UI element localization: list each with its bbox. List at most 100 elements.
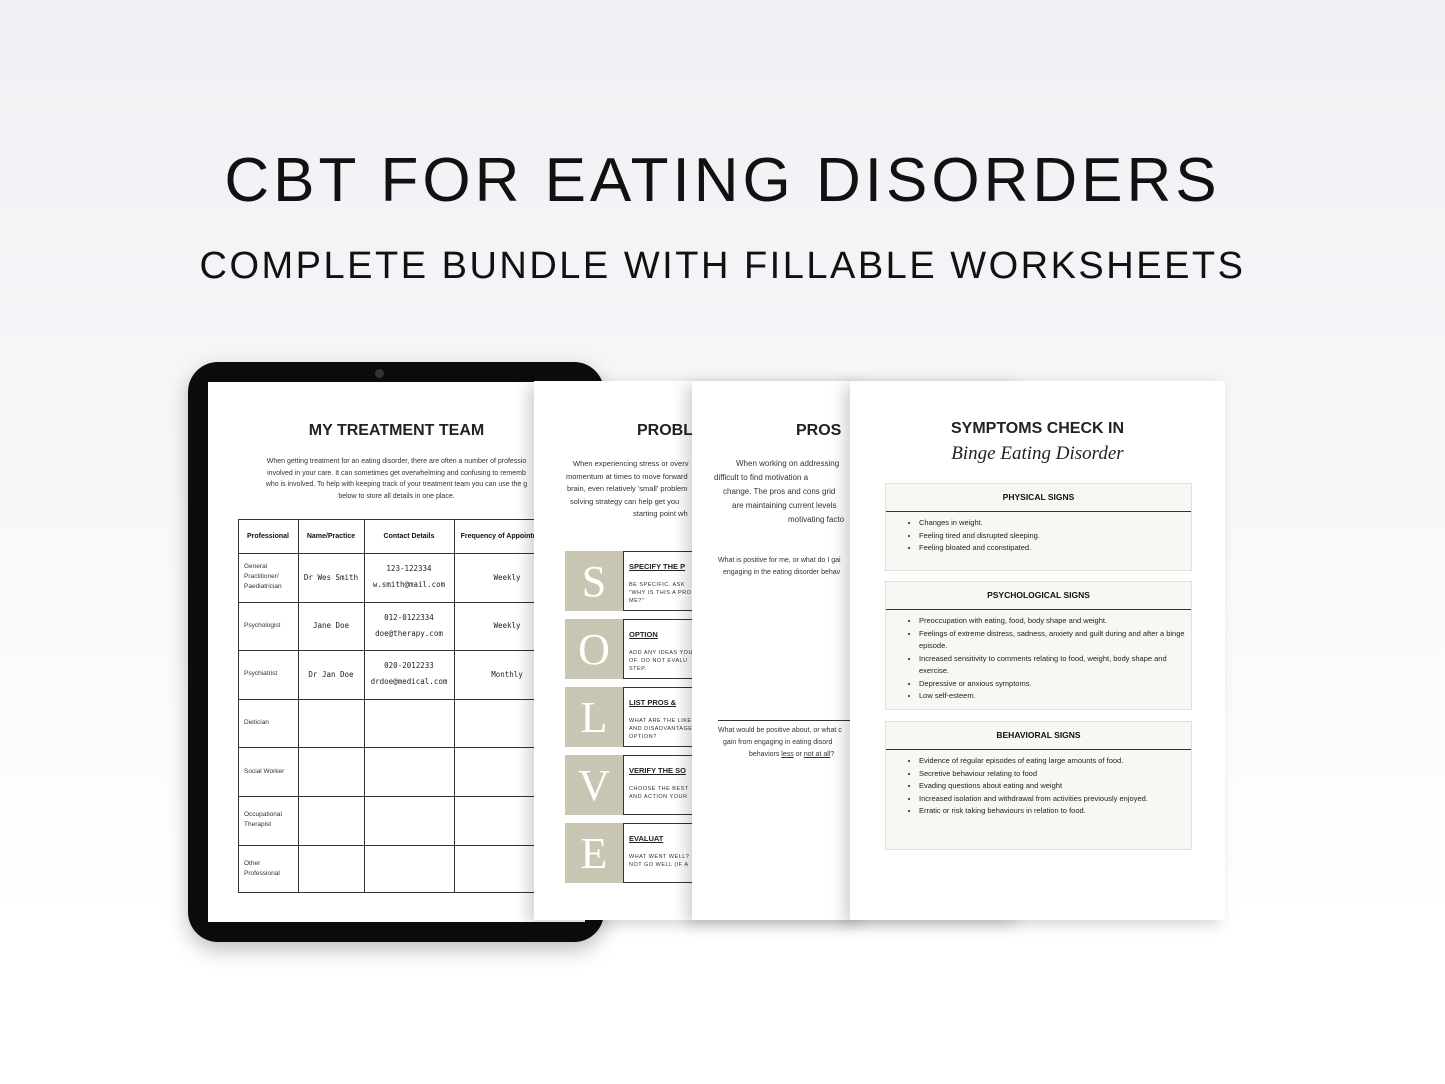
question-line: What would be positive about, or what c: [718, 727, 842, 734]
symptoms-page: SYMPTOMS CHECK IN Binge Eating Disorder PH…: [850, 381, 1225, 920]
sign-item: Feeling bloated and cconstipated.: [919, 542, 1186, 555]
question-part: behaviors: [749, 751, 782, 758]
question-part: ?: [830, 751, 835, 758]
step-text: AND DISADVANTAGE: [629, 726, 693, 732]
camera: [375, 369, 384, 378]
subtitle: COMPLETE BUNDLE WITH FILLABLE WORKSHEETS: [199, 245, 1246, 287]
sheet-title: PROBL: [637, 422, 693, 439]
cell: 012-0122334 doe@therapy.com: [364, 602, 454, 651]
sign-item: Erratic or risk taking behaviours in rel…: [919, 805, 1186, 818]
cell: Social Worker: [244, 767, 285, 775]
row-line: [238, 553, 560, 554]
step-text: STEP.: [629, 666, 647, 672]
intro-line: involved in your care. It can sometimes …: [267, 469, 526, 477]
cell: Jane Doe: [312, 621, 350, 631]
intro-line: When getting treatment for an eating dis…: [266, 458, 527, 465]
sign-item: Evidence of regular episodes of eating l…: [919, 755, 1186, 768]
step-text: BE SPECIFIC. ASK: [629, 582, 685, 588]
step-text: NOT GO WELL (IF A: [629, 862, 689, 868]
letter-box: S: [565, 551, 623, 611]
tablet-screen: MY TREATMENT TEAM When getting treatment …: [208, 382, 585, 922]
cell-line: 123-122334: [386, 564, 432, 574]
step-text: ADD ANY IDEAS YOU: [629, 650, 693, 656]
row-line: [238, 796, 560, 797]
letter-box: L: [565, 687, 623, 747]
cell: Psychologist: [244, 621, 281, 629]
intro-line: change. The pros and cons grid: [723, 487, 836, 496]
step-text: OPTION?: [629, 734, 657, 740]
intro-line: When working on addressing: [736, 459, 840, 468]
step-heading: VERIFY THE SO: [629, 766, 686, 775]
sign-item: Secretive behaviour relating to food: [919, 768, 1186, 781]
step-text: WHAT WENT WELL?: [629, 854, 690, 860]
signs-list: Changes in weight.Feeling tired and disr…: [886, 517, 1186, 555]
row-line: [238, 601, 560, 603]
step-heading: OPTION: [629, 630, 658, 639]
sheet-title: MY TREATMENT TEAM: [308, 422, 485, 439]
step-heading: SPECIFY THE P: [629, 562, 686, 571]
sheet-title: PROS: [796, 422, 842, 439]
sign-item: Preoccupation with eating, food, body sh…: [919, 615, 1186, 628]
intro-line: momentum at times to move forward: [566, 471, 688, 481]
intro-line: below to store all details in one place.: [338, 492, 455, 500]
intro-line: brain, even relatively 'small' problem: [567, 484, 688, 493]
sign-item: Depressive or anxious symptoms.: [919, 678, 1186, 691]
step-heading: LIST PROS &: [629, 698, 677, 707]
column-line: [364, 519, 365, 894]
row-line: [238, 698, 560, 700]
title: CBT FOR EATING DISORDERS: [224, 146, 1221, 215]
sign-item: Feelings of extreme distress, sadness, a…: [919, 628, 1186, 653]
cell: Other Professional: [244, 859, 280, 877]
step-text: "WHY IS THIS A PRO: [629, 590, 692, 596]
sheet-subtitle: Binge Eating Disorder: [951, 443, 1124, 464]
sign-item: Increased isolation and withdrawal from …: [919, 793, 1186, 806]
column-header: Contact Details: [383, 532, 435, 540]
cell: General Practitioner/ Paediatrician: [244, 563, 282, 591]
cell-line: doe@therapy.com: [375, 628, 443, 638]
step-text: ME?": [629, 598, 645, 604]
cell: Occupational Therapist: [244, 811, 282, 829]
question-line: What is positive for me, or what do I ga…: [718, 557, 841, 564]
column-line: [298, 519, 299, 894]
sign-item: Increased sensitivity to comments relati…: [919, 653, 1186, 678]
intro-line: motivating facto: [788, 515, 845, 524]
step-text: CHOOSE THE BEST: [629, 786, 689, 792]
cell: Weekly: [493, 621, 521, 631]
section-heading: BEHAVIORAL SIGNS: [886, 722, 1191, 750]
intro-line: difficult to find motivation a: [714, 473, 809, 482]
cell: Weekly: [493, 572, 521, 582]
cell-line: drdoe@medical.com: [370, 677, 448, 687]
column-header: Professional: [246, 532, 289, 540]
cell: 020-2012233 drdoe@medical.com: [364, 650, 454, 699]
intro-line: When experiencing stress or overv: [573, 459, 689, 468]
intro-line: solving strategy can help get you: [570, 496, 680, 506]
question-part: less: [781, 751, 794, 758]
row-line: [238, 844, 560, 846]
sign-item: Low self-esteem.: [919, 690, 1186, 703]
cell: Psychiatrist: [244, 670, 278, 678]
step-heading: EVALUAT: [629, 834, 664, 843]
signs-section: BEHAVIORAL SIGNS Evidence of regular epis…: [885, 721, 1192, 850]
cell: Monthly: [491, 669, 523, 679]
cell-line: 020-2012233: [384, 661, 434, 671]
question-line: behaviors less or not at all?: [749, 751, 834, 758]
sign-item: Evading questions about eating and weigh…: [919, 780, 1186, 793]
cell: 123-122334 w.smith@mail.com: [364, 553, 454, 602]
question-line: engaging in the eating disorder behav: [723, 569, 841, 576]
row-line: [238, 650, 560, 652]
question-part: or: [793, 751, 804, 758]
step-text: OF. DO NOT EVALU: [629, 658, 688, 664]
step-text: AND ACTION YOUR: [629, 794, 688, 800]
sheet-title: SYMPTOMS CHECK IN: [950, 420, 1125, 437]
letter-box: O: [565, 619, 623, 679]
signs-section: PHYSICAL SIGNSChanges in weight.Feeling …: [885, 483, 1192, 571]
intro-line: who is involved. To help with keeping tr…: [265, 481, 528, 488]
intro-line: are maintaining current levels: [732, 501, 837, 510]
step-text: WHAT ARE THE LIKEL: [629, 718, 696, 724]
question-part: not at all: [803, 751, 831, 758]
letter-box: V: [565, 755, 623, 815]
column-header: Frequency of Appointments: [460, 532, 554, 540]
letter-box: E: [565, 823, 623, 883]
section-heading: PSYCHOLOGICAL SIGNS: [886, 582, 1191, 610]
